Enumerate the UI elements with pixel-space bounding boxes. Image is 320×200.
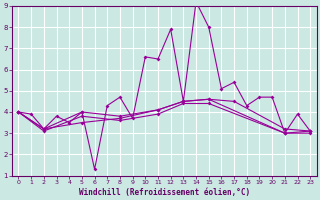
X-axis label: Windchill (Refroidissement éolien,°C): Windchill (Refroidissement éolien,°C)	[79, 188, 250, 197]
